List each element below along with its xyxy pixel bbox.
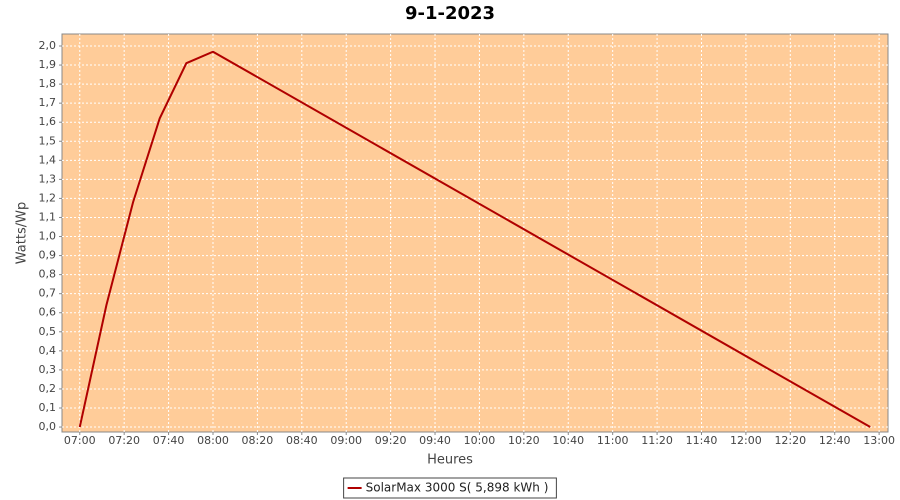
y-tick-label: 1,2 [39, 191, 57, 204]
y-tick-label: 0,7 [39, 287, 57, 300]
y-tick-label: 1,0 [39, 230, 57, 243]
y-tick-label: 1,4 [39, 153, 57, 166]
y-tick-label: 0,8 [39, 268, 57, 281]
chart-title: 9-1-2023 [405, 3, 495, 24]
y-tick-label: 0,4 [39, 344, 57, 357]
x-tick-label: 12:40 [819, 434, 851, 447]
x-tick-label: 10:20 [508, 434, 540, 447]
x-tick-label: 09:40 [419, 434, 451, 447]
x-axis-label: Heures [427, 453, 473, 468]
y-tick-label: 1,8 [39, 77, 57, 90]
x-tick-label: 11:40 [686, 434, 718, 447]
data-line [78, 50, 871, 428]
x-tick-label: 08:00 [197, 434, 229, 447]
y-axis-label: Watts/Wp [15, 202, 30, 264]
y-tick-label: 1,3 [39, 172, 57, 185]
x-tick-label: 07:40 [153, 434, 185, 447]
x-tick-label: 09:20 [375, 434, 407, 447]
y-tick-label: 1,1 [39, 210, 57, 223]
y-tick-label: 0,1 [39, 401, 57, 414]
y-tick-label: 0,0 [39, 420, 57, 433]
plot-area [61, 33, 889, 433]
y-tick-label: 1,6 [39, 115, 57, 128]
y-tick-label: 0,2 [39, 382, 57, 395]
x-tick-label: 11:00 [597, 434, 629, 447]
y-tick-label: 0,6 [39, 306, 57, 319]
x-tick-label: 09:00 [330, 434, 362, 447]
x-tick-label: 11:20 [641, 434, 673, 447]
y-tick-label: 2,0 [39, 39, 57, 52]
x-tick-label: 07:20 [108, 434, 140, 447]
y-tick-label: 1,9 [39, 58, 57, 71]
x-tick-label: 10:00 [464, 434, 496, 447]
legend-box [343, 477, 557, 499]
x-tick-label: 13:00 [863, 434, 895, 447]
x-tick-label: 12:00 [730, 434, 762, 447]
legend: SolarMax 3000 S( 5,898 kWh ) [343, 477, 557, 499]
x-tick-label: 08:20 [242, 434, 274, 447]
y-tick-label: 1,5 [39, 134, 57, 147]
x-tick-label: 10:40 [552, 434, 584, 447]
x-tick-label: 07:00 [64, 434, 96, 447]
x-tick-label: 12:20 [774, 434, 806, 447]
legend-label: SolarMax 3000 S( 5,898 kWh ) [366, 481, 549, 495]
y-tick-label: 0,9 [39, 249, 57, 262]
y-tick-label: 0,5 [39, 325, 57, 338]
x-tick-label: 08:40 [286, 434, 318, 447]
y-tick-label: 1,7 [39, 96, 57, 109]
y-tick-label: 0,3 [39, 363, 57, 376]
